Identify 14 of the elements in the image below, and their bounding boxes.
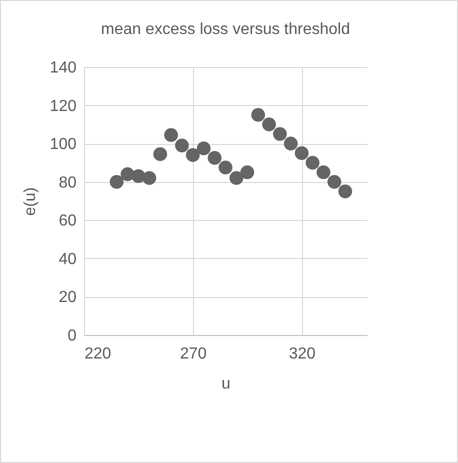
y-tick-label: 140 bbox=[50, 60, 77, 76]
x-tick-label: 220 bbox=[84, 346, 112, 362]
y-tick-label: 120 bbox=[50, 98, 77, 115]
x-tick-label: 270 bbox=[180, 346, 207, 362]
y-tick-label: 20 bbox=[58, 289, 77, 306]
x-axis-title: u bbox=[222, 376, 230, 392]
x-tick-label: 320 bbox=[288, 346, 316, 362]
y-tick-label: 100 bbox=[50, 136, 77, 154]
chart-title: mean excess loss versus threshold bbox=[101, 21, 350, 38]
y-tick-label: 80 bbox=[58, 174, 77, 192]
y-axis-title: e(u) bbox=[22, 187, 39, 216]
y-tick-label: 0 bbox=[68, 328, 77, 344]
y-tick-label: 60 bbox=[58, 212, 77, 230]
y-tick-label: 40 bbox=[58, 250, 77, 268]
